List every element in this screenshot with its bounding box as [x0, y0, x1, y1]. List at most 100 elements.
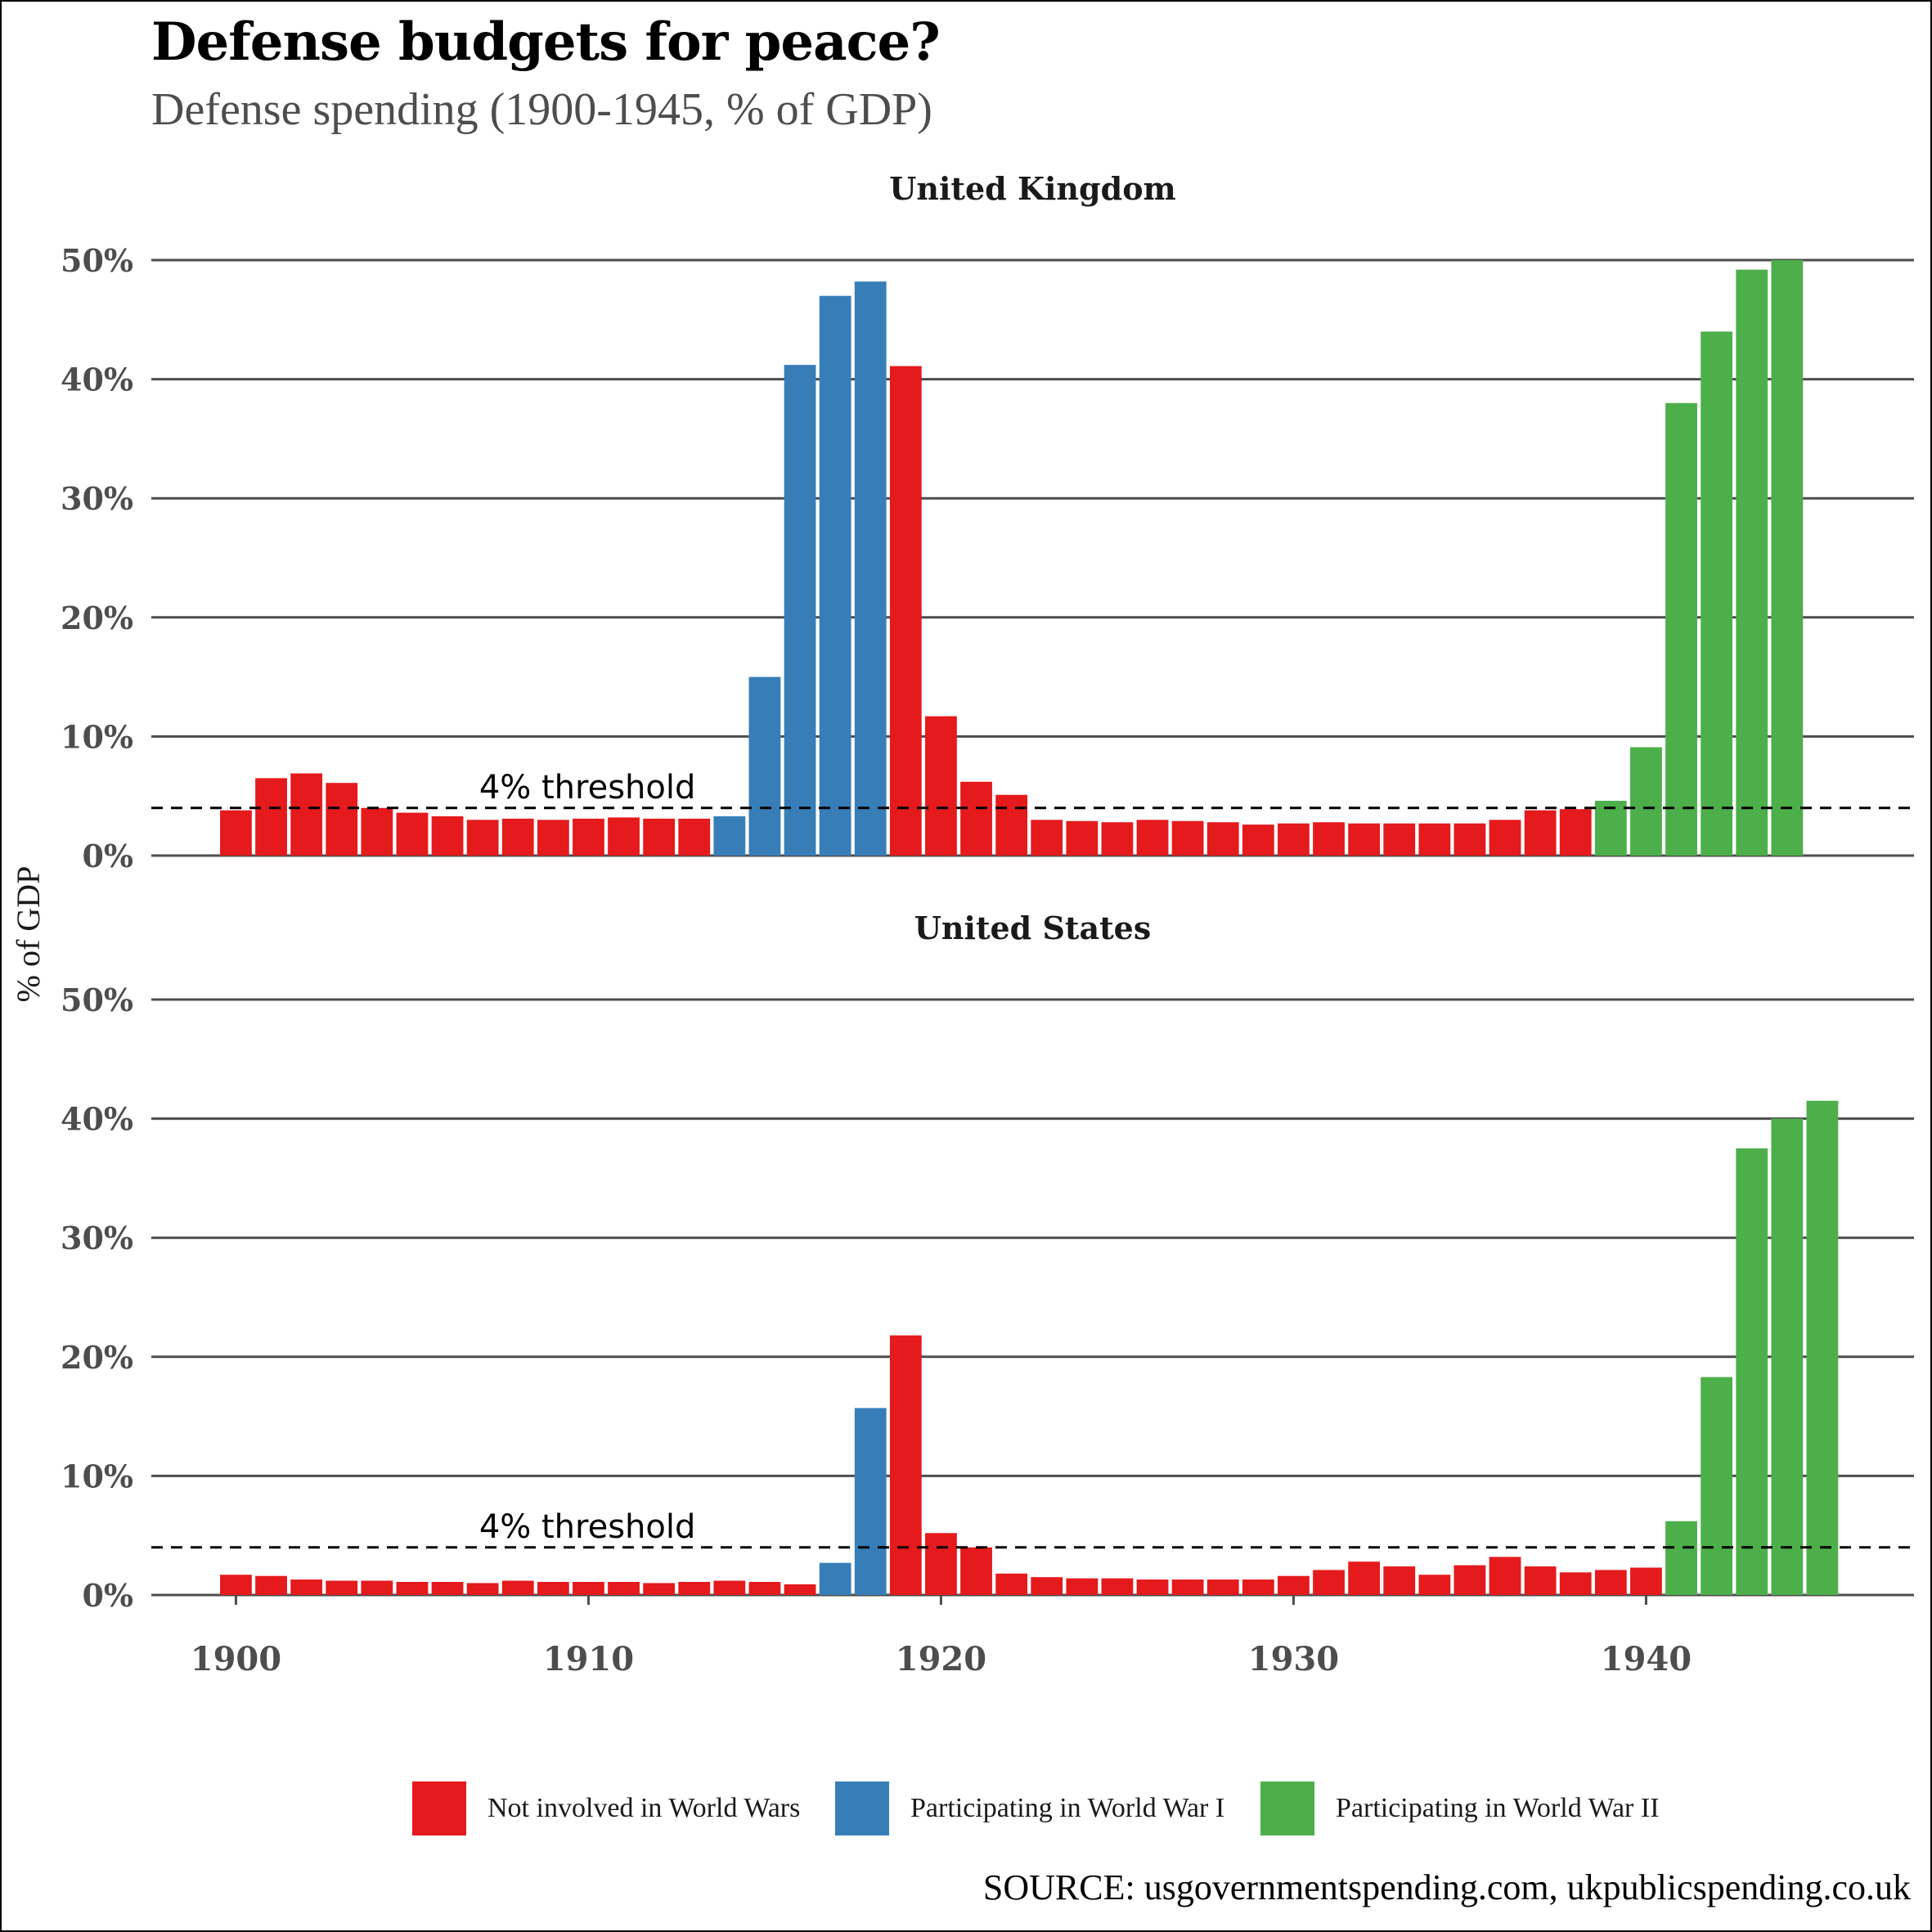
bar-united-states-1926	[1136, 1579, 1169, 1595]
bar-united-states-1932	[1348, 1561, 1381, 1595]
bar-united-states-1927	[1171, 1579, 1204, 1595]
bar-united-kingdom-1939	[1594, 801, 1627, 856]
legend-item-not-involved: Not involved in World Wars	[412, 1781, 800, 1835]
x-tick-label-1930: 1930	[1248, 1640, 1339, 1678]
y-tick-label-united-kingdom-20: 20%	[61, 600, 133, 636]
bar-united-states-1935	[1453, 1565, 1486, 1595]
y-tick-label-united-states-30: 30%	[61, 1220, 133, 1256]
bar-united-states-1937	[1524, 1566, 1557, 1595]
bar-united-states-1918	[854, 1408, 887, 1595]
y-tick-label-united-kingdom-30: 30%	[61, 480, 133, 517]
bar-united-kingdom-1908	[501, 818, 534, 856]
bar-united-states-1922	[995, 1573, 1028, 1595]
bar-united-states-1934	[1418, 1575, 1451, 1595]
bar-united-kingdom-1912	[643, 818, 676, 856]
bar-united-states-1909	[537, 1581, 569, 1595]
bar-united-states-1924	[1066, 1578, 1099, 1595]
bar-united-states-1917	[819, 1562, 851, 1595]
y-tick-label-united-states-40: 40%	[61, 1101, 133, 1138]
bar-united-kingdom-1940	[1630, 747, 1662, 856]
bar-united-kingdom-1930	[1278, 823, 1310, 856]
bar-united-states-1944	[1771, 1118, 1804, 1595]
bar-united-states-1900	[220, 1575, 252, 1595]
bar-united-kingdom-1936	[1489, 820, 1521, 856]
bar-united-states-1929	[1242, 1579, 1274, 1595]
bar-united-kingdom-1924	[1066, 820, 1099, 856]
legend-label-ww1: Participating in World War I	[910, 1793, 1225, 1823]
bar-united-states-1931	[1313, 1570, 1345, 1595]
bar-united-states-1942	[1701, 1377, 1733, 1595]
bar-united-states-1928	[1206, 1579, 1239, 1595]
bar-united-kingdom-1903	[326, 783, 358, 856]
bar-united-kingdom-1944	[1771, 260, 1804, 856]
bar-united-kingdom-1916	[784, 365, 816, 856]
bar-united-kingdom-1926	[1136, 820, 1169, 856]
bar-united-kingdom-1943	[1736, 269, 1768, 856]
bar-united-kingdom-1915	[748, 676, 781, 856]
bar-united-states-1921	[960, 1547, 992, 1595]
y-tick-label-united-kingdom-50: 50%	[61, 242, 133, 279]
bar-united-kingdom-1920	[925, 716, 957, 856]
bar-united-states-1933	[1383, 1566, 1416, 1595]
source-note: SOURCE: usgovernmentspending.com, ukpubl…	[982, 1867, 1911, 1907]
bar-united-kingdom-1917	[819, 295, 851, 856]
y-axis-label: % of GDP	[10, 866, 47, 1003]
facet-title-united-states: United States	[914, 910, 1151, 946]
bar-united-states-1919	[889, 1335, 922, 1595]
bar-united-kingdom-1904	[361, 807, 393, 856]
bar-united-kingdom-1918	[854, 281, 887, 856]
bar-united-states-1911	[608, 1581, 640, 1595]
bar-united-kingdom-1934	[1418, 823, 1451, 856]
legend-label-not-involved: Not involved in World Wars	[487, 1793, 801, 1823]
x-tick-label-1910: 1910	[543, 1640, 634, 1678]
facet-title-united-kingdom: United Kingdom	[889, 170, 1176, 207]
bar-united-kingdom-1913	[678, 818, 711, 856]
bar-united-states-1905	[396, 1581, 429, 1595]
legend-swatch-ww1	[835, 1781, 889, 1835]
bar-united-kingdom-1928	[1206, 822, 1239, 856]
y-tick-label-united-states-20: 20%	[61, 1339, 133, 1376]
bar-united-kingdom-1906	[431, 815, 464, 856]
bar-united-states-1930	[1278, 1575, 1310, 1595]
legend-swatch-ww2	[1260, 1781, 1314, 1835]
bar-united-states-1943	[1736, 1148, 1768, 1595]
bar-united-kingdom-1923	[1031, 820, 1063, 856]
x-tick-label-1900: 1900	[191, 1640, 281, 1678]
bar-united-kingdom-1902	[290, 773, 323, 856]
bar-united-kingdom-1909	[537, 820, 569, 856]
bar-united-states-1914	[713, 1580, 746, 1595]
bar-united-states-1945	[1806, 1100, 1839, 1595]
legend-item-ww2: Participating in World War II	[1260, 1781, 1660, 1835]
bar-united-kingdom-1942	[1701, 331, 1733, 856]
bar-united-states-1912	[643, 1583, 676, 1595]
legend-label-ww2: Participating in World War II	[1336, 1793, 1660, 1823]
x-tick-label-1920: 1920	[896, 1640, 986, 1678]
bar-united-states-1920	[925, 1533, 957, 1595]
bar-united-kingdom-1921	[960, 781, 992, 856]
bar-united-kingdom-1907	[466, 820, 499, 856]
bar-united-kingdom-1937	[1524, 810, 1557, 856]
bar-united-states-1939	[1594, 1570, 1627, 1595]
bar-united-states-1915	[748, 1581, 781, 1595]
bar-united-states-1941	[1665, 1521, 1697, 1595]
bar-united-states-1901	[255, 1575, 287, 1595]
bar-united-kingdom-1932	[1348, 823, 1381, 856]
bar-united-kingdom-1911	[608, 817, 640, 856]
bar-united-kingdom-1929	[1242, 824, 1274, 856]
bar-united-kingdom-1925	[1101, 822, 1134, 856]
bar-united-kingdom-1905	[396, 812, 429, 856]
bar-united-states-1906	[431, 1581, 464, 1595]
bar-united-states-1923	[1031, 1577, 1063, 1595]
y-tick-label-united-kingdom-40: 40%	[61, 362, 133, 398]
bar-united-kingdom-1941	[1665, 402, 1697, 856]
x-tick-label-1940: 1940	[1601, 1640, 1692, 1678]
bar-united-states-1938	[1559, 1572, 1592, 1595]
bar-united-states-1908	[501, 1580, 534, 1595]
bar-united-states-1925	[1101, 1578, 1134, 1595]
bar-united-kingdom-1938	[1559, 809, 1592, 856]
chart-title: Defense budgets for peace?	[151, 11, 941, 73]
y-tick-label-united-states-10: 10%	[61, 1458, 133, 1494]
legend-swatch-not-involved	[412, 1781, 466, 1835]
bar-united-states-1904	[361, 1580, 393, 1595]
